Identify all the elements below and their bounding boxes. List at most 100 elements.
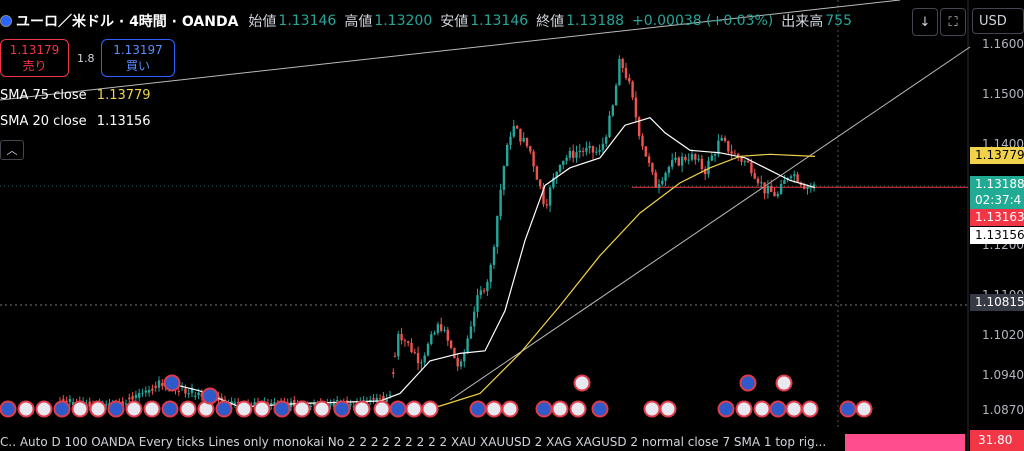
- eu-flag-icon: [161, 400, 179, 418]
- candle-body: [449, 340, 453, 349]
- candle-body: [644, 146, 647, 157]
- sma75-legend[interactable]: SMA 75 close 1.13779: [0, 88, 151, 103]
- candle-body: [760, 182, 763, 184]
- candle-body: [542, 186, 545, 205]
- us-flag-icon: [735, 400, 753, 418]
- download-button[interactable]: ↓: [912, 8, 938, 36]
- candle-body: [522, 137, 525, 142]
- candle-body: [177, 390, 180, 392]
- candle-body: [704, 169, 707, 175]
- candle-body: [187, 393, 190, 395]
- us-flag-icon: [659, 400, 677, 418]
- currency-select[interactable]: USD: [972, 8, 1024, 34]
- candle-body: [690, 154, 694, 160]
- candle-body: [509, 136, 512, 145]
- us-flag-icon: [143, 400, 161, 418]
- sell-price: 1.13179: [9, 42, 60, 57]
- candle-body: [430, 334, 433, 344]
- candle-body: [591, 146, 595, 153]
- price-tick-label: 1.10200: [982, 327, 1024, 342]
- candle-body: [400, 334, 403, 341]
- lower-trend-line: [449, 46, 971, 401]
- candle-body: [661, 180, 664, 185]
- candle-body: [131, 396, 134, 400]
- candle-body: [552, 177, 555, 188]
- us-flag-icon: [643, 400, 661, 418]
- candle-body: [529, 146, 532, 152]
- us-flag-icon: [179, 400, 197, 418]
- eu-flag-icon: [333, 400, 351, 418]
- us-flag-icon: [235, 400, 253, 418]
- candle-body: [776, 193, 779, 197]
- candle-body: [796, 174, 799, 183]
- us-flag-icon: [753, 400, 771, 418]
- high-value: 1.13200: [374, 13, 433, 29]
- symbol-title[interactable]: ユーロ／米ドル · 4時間 · OANDA: [16, 14, 239, 30]
- candle-body: [621, 58, 624, 69]
- candle-body: [492, 246, 496, 265]
- candle-body: [416, 353, 420, 364]
- candle-body: [539, 179, 542, 187]
- us-flag-icon: [125, 400, 143, 418]
- us-flag-icon: [293, 400, 311, 418]
- candle-body: [486, 281, 489, 292]
- candle-body: [657, 184, 661, 188]
- eu-flag-icon: [389, 400, 407, 418]
- candle-body: [392, 372, 395, 374]
- candle-body: [436, 324, 440, 333]
- candle-body: [779, 183, 783, 194]
- candle-body: [413, 352, 416, 354]
- candle-body: [525, 137, 529, 147]
- close-label: 終値: [536, 14, 565, 30]
- us-flag-icon: [573, 374, 591, 392]
- candle-body: [397, 334, 400, 357]
- sma20-price-label: 1.13156: [970, 227, 1024, 244]
- candle-body: [535, 166, 539, 180]
- candle-body: [677, 157, 680, 166]
- candle-body: [463, 352, 466, 362]
- symbol-legend: ユーロ／米ドル · 4時間 · OANDA 始値 1.13146 高値 1.13…: [0, 10, 860, 32]
- collapse-legend-button[interactable]: ︿: [0, 140, 24, 160]
- indicator-settings-bar[interactable]: C.. Auto D 100 OANDA Every ticks Lines o…: [0, 434, 840, 451]
- candle-body: [194, 395, 197, 397]
- arrow-down-icon: ↓: [919, 14, 931, 30]
- us-flag-icon: [785, 400, 803, 418]
- sell-button[interactable]: 1.13179 売り: [0, 39, 69, 77]
- sma75-value: 1.13779: [96, 88, 151, 103]
- candle-body: [446, 329, 449, 341]
- candle-body: [349, 403, 352, 406]
- candle-body: [789, 176, 793, 178]
- candle-body: [336, 400, 339, 402]
- eu-flag-icon: [107, 400, 125, 418]
- pane-indicator-bar: [845, 434, 965, 451]
- candle-body: [697, 158, 700, 160]
- candle-body: [558, 164, 562, 172]
- close-value: 1.13188: [566, 13, 625, 29]
- candle-body: [803, 185, 806, 189]
- candle-body: [641, 136, 644, 147]
- fullscreen-button[interactable]: ⛶: [940, 8, 966, 36]
- eu-flag-icon: [0, 400, 17, 418]
- buy-button[interactable]: 1.13197 買い: [101, 39, 175, 77]
- us-flag-icon: [353, 400, 371, 418]
- candle-body: [783, 180, 786, 184]
- eurusd-logo-icon: [0, 15, 12, 27]
- candle-body: [273, 402, 276, 405]
- candle-body: [707, 160, 710, 175]
- candle-body: [410, 342, 413, 353]
- sma20-legend[interactable]: SMA 20 close 1.13156: [0, 114, 151, 129]
- upper-trend-line: [0, 0, 901, 101]
- candle-body: [515, 125, 519, 129]
- candle-body: [312, 403, 316, 406]
- candle-body: [568, 150, 572, 158]
- eu-flag-icon: [591, 400, 609, 418]
- candle-body: [433, 332, 436, 335]
- candle-body: [456, 358, 459, 367]
- candle-body: [618, 58, 621, 86]
- eu-flag-icon: [839, 400, 857, 418]
- candle-body: [614, 85, 618, 106]
- candle-body: [476, 295, 479, 312]
- candle-body: [270, 403, 273, 406]
- candle-body: [105, 404, 108, 406]
